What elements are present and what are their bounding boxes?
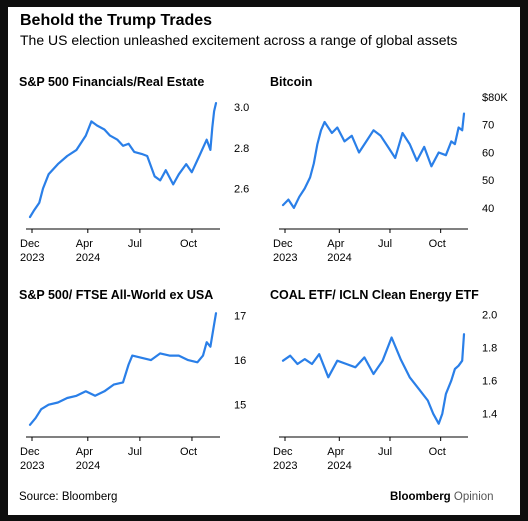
y-tick-label: 1.4 [482,409,497,421]
y-tick-label: 15 [234,400,246,412]
series-line [281,112,466,209]
x-tick-label: Oct [429,446,446,458]
chart-subtitle: The US election unleashed excitement acr… [20,32,458,48]
x-tick-year-label: 2024 [76,252,100,264]
y-tick-label: 1.6 [482,376,497,388]
y-tick-label: 70 [482,120,494,132]
x-tick-label: Apr [327,446,344,458]
y-tick-label: 1.8 [482,342,497,354]
series-line [281,333,466,425]
x-tick-label: Jul [128,238,142,250]
chart-panel-coal-icln: Dec 2023 Apr 2024 Jul Oct 1.4 1.6 1.8 2.0 [273,309,497,472]
chart-title: Behold the Trump Trades [20,12,213,29]
panel-title-sp-ftse: S&P 500/ FTSE All-World ex USA [19,288,214,302]
brand-logo: Bloomberg Opinion [390,491,494,503]
x-tick-label: Oct [429,238,446,250]
panel-title-bitcoin: Bitcoin [270,75,313,89]
x-tick-label: Dec [20,238,40,250]
brand-suffix: Opinion [453,491,494,503]
x-tick-label: Apr [76,446,93,458]
x-tick-label: Oct [180,238,197,250]
series-line [28,101,218,219]
x-tick-label: Dec [273,238,293,250]
chart-panel-financials: Dec 2023 Apr 2024 Jul Oct 2.6 2.8 3.0 [20,101,249,264]
y-tick-label: $80K [482,92,508,104]
y-tick-label: 40 [482,203,494,215]
y-tick-label: 16 [234,355,246,367]
panel-title-financials: S&P 500 Financials/Real Estate [19,75,205,89]
y-tick-label: 50 [482,175,494,187]
brand-name: Bloomberg [390,491,451,503]
y-tick-label: 2.8 [234,143,249,155]
x-tick-label: Dec [273,446,293,458]
x-tick-label: Apr [327,238,344,250]
x-tick-year-label: 2023 [20,460,44,472]
chart-panel-sp-ftse: Dec 2023 Apr 2024 Jul Oct 15 16 17 [20,310,246,472]
source-note: Source: Bloomberg [19,491,118,503]
x-tick-year-label: 2024 [327,460,351,472]
x-tick-label: Jul [378,238,392,250]
y-tick-label: 2.6 [234,184,249,196]
series-line [28,312,218,426]
x-tick-label: Apr [76,238,93,250]
y-tick-label: 3.0 [234,102,249,114]
chart-card: Behold the Trump Trades The US election … [8,7,520,515]
chart-panel-bitcoin: Dec 2023 Apr 2024 Jul Oct 40 50 60 70 $80K [273,92,508,264]
x-tick-year-label: 2023 [273,252,297,264]
x-tick-label: Dec [20,446,40,458]
x-tick-label: Jul [378,446,392,458]
y-tick-label: 17 [234,310,246,322]
x-tick-year-label: 2024 [327,252,351,264]
x-tick-label: Jul [128,446,142,458]
x-tick-year-label: 2023 [273,460,297,472]
x-tick-year-label: 2024 [76,460,100,472]
x-tick-label: Oct [180,446,197,458]
y-tick-label: 60 [482,147,494,159]
x-tick-year-label: 2023 [20,252,44,264]
panel-title-coal-icln: COAL ETF/ ICLN Clean Energy ETF [270,288,479,302]
y-tick-label: 2.0 [482,309,497,321]
